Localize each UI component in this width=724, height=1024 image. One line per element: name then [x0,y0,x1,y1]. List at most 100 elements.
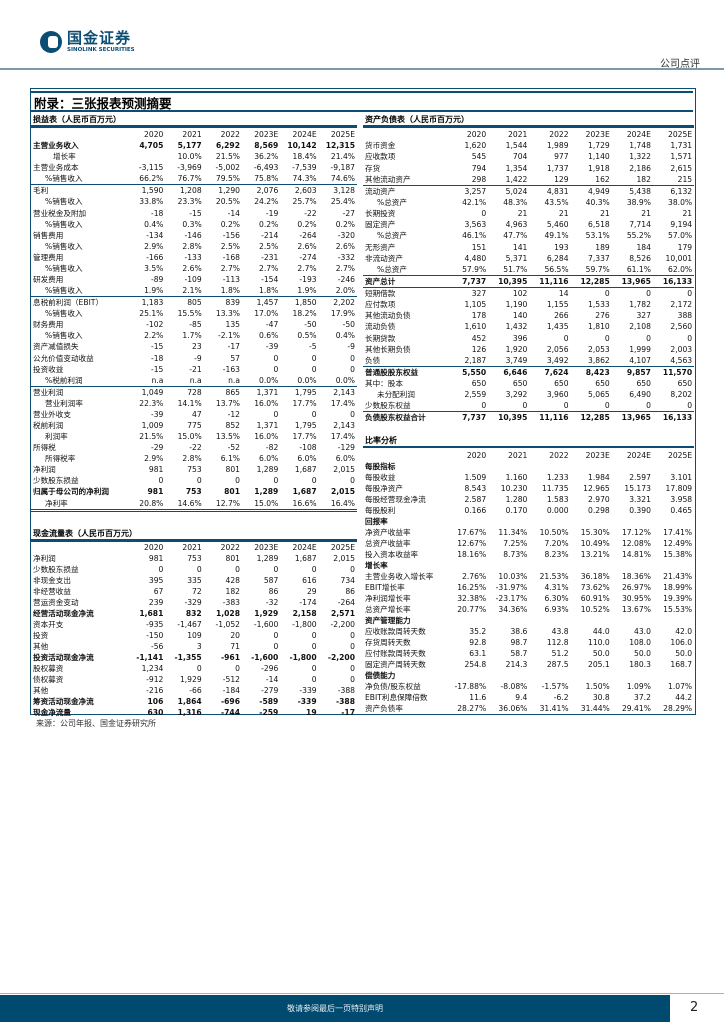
cell-value: 650 [471,378,487,388]
table-row: 少数股东权益 0 0 0 0 0 0 [363,400,694,412]
cell-value: 3,257 [447,184,489,197]
cell-value: 16.4% [318,497,357,512]
row-label: 筹资活动现金净流 [33,696,94,706]
cell-value: 4,949 [570,184,612,197]
table-row: 公允价值变动收益 -18 -9 57 0 0 0 [31,353,357,364]
table-row: 投入资本收益率 18.16% 8.73% 8.23% 13.21% 14.81% 15.38… [363,549,694,560]
table-row: %总资产 42.1% 48.3% 43.5% 40.3% 38.9% 38.0% [363,197,694,208]
cell-value: 28.27% [457,704,487,713]
cell-value: -512 [222,674,240,684]
cell-value: 5,065 [588,390,610,400]
row-label: 流动资产 [363,184,447,197]
cell-value: -744 [220,707,240,717]
row-label: 总资产收益率 [365,539,411,548]
row-label: 增长率 [53,152,76,162]
cell-value [653,516,694,527]
cell-value: 1,234 [141,663,164,673]
cell-value: 205.1 [588,660,610,669]
cell-value: 29.41% [621,704,651,713]
table-row: 资本开支 -935 -1,467 -1,052 -1,600 -1,800 -2,200 [31,619,357,630]
cell-value: 42.1% [462,197,487,207]
cell-value [612,560,653,571]
cell-value: 1,105 [464,299,487,309]
cell-value: 55.2% [626,231,651,241]
cell-value: 7,737 [447,274,489,288]
cell-value: 19.39% [663,594,693,603]
cell-value: 2,108 [629,322,651,332]
cell-value: 2.7% [297,263,317,273]
cell-value: 25.1% [139,309,164,319]
table-row: 现金净流量 630 1,316 -744 -259 19 -17 [31,707,357,718]
cell-value: 396 [512,333,528,343]
table-row: 其他 -56 3 71 0 0 0 [31,641,357,652]
cell-value: 11,116 [529,274,571,288]
table-row: 增长率 10.0% 21.5% 36.2% 18.4% 21.4% [31,151,357,162]
cell-value: 1,155 [546,299,569,309]
table-row: 税前利润 1,009 775 852 1,371 1,795 2,143 [31,420,357,431]
cell-value: 43.0 [634,627,651,636]
cell-value: 2.970 [588,495,610,504]
cell-value: 1,920 [505,344,528,354]
row-label: 投资收益 [33,364,64,374]
cell-value: 23 [192,342,202,352]
cell-value: 0 [522,401,528,411]
cell-value: 72 [192,586,202,596]
row-label: 货币资金 [365,141,396,151]
cell-value: 8.73% [503,550,528,559]
table-row: 研发费用 -89 -109 -113 -154 -193 -246 [31,274,357,285]
table-row: 每股指标 [363,461,694,472]
cell-value: 38.6 [510,627,528,636]
row-label: 存货周转天数 [365,638,411,647]
cell-value: 53.1% [585,231,610,241]
cell-value: -1,052 [215,619,240,629]
cell-value: -102 [146,320,164,330]
cell-value: 3.5% [144,263,164,273]
cell-value: -1,800 [289,652,317,662]
cell-value: -935 [146,619,164,629]
cell-value: -9 [194,353,202,363]
row-label: %税前利润 [45,375,83,385]
cell-value [612,670,653,681]
cell-value: 12,315 [325,141,355,151]
cell-value: 2.7% [335,263,355,273]
table-row: 其他流动负债 178 140 266 276 327 388 [363,310,694,321]
cell-value: 14.81% [621,550,651,559]
cashflow-bar [31,539,357,542]
year-header: 2020 [144,542,164,552]
cell-value: 12.08% [621,539,651,548]
cell-value: 3,862 [588,355,610,365]
cell-value: 76.7% [177,174,202,184]
cell-value: 276 [595,311,610,321]
cell-value: 20.5% [215,197,240,207]
cell-value: -113 [222,275,240,285]
cell-value: -17 [227,342,240,352]
table-row: %销售收入 33.8% 23.3% 20.5% 24.2% 25.7% 25.4% [31,196,357,207]
row-label: 固定资产 [365,220,396,230]
cell-value: 7,337 [588,253,610,263]
cell-value: 0.4% [144,219,164,229]
cell-value: 43.8 [551,627,569,636]
cell-value: 61.1% [626,264,651,274]
balance-sheet-table: 2020 2021 2022 2023E 2024E 2025E 货币资金 1,620 1,54… [363,129,695,424]
balance-bar [363,125,694,128]
cell-value: 17.41% [663,528,693,537]
cell-value: -15 [189,208,202,218]
cell-value: 4,831 [529,184,571,197]
table-row: 负债股东权益合计 7,737 10,395 11,116 12,285 13,965 16,… [363,411,695,424]
cell-value: 388 [677,311,693,321]
cell-value: 92.8 [469,638,487,647]
cell-value: 14 [529,286,571,299]
cell-value: 865 [203,385,242,398]
cell-value: -22 [304,208,317,218]
cell-value: 109 [187,630,202,640]
income-title: 损益表（人民币百万元） [33,115,121,124]
cell-value: 0 [604,401,610,411]
cell-value: 3,492 [546,355,569,365]
table-row: 非经营收益 67 72 182 86 29 86 [31,586,357,597]
cell-value: 0 [350,674,355,684]
cell-value: 1,190 [505,299,528,309]
row-label: 固定资产周转天数 [365,660,426,669]
row-label: 每股指标 [365,462,396,471]
cell-value: 650 [595,378,610,388]
cell-value: 1,590 [127,184,166,197]
